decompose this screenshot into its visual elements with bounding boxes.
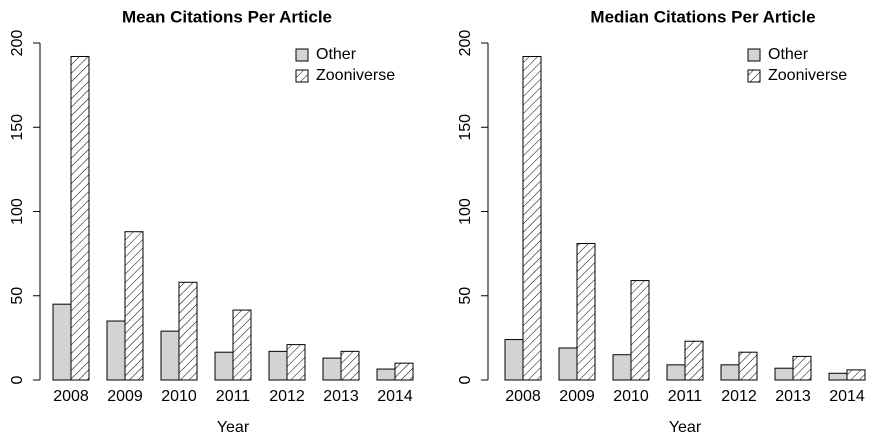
bar: [792, 355, 812, 381]
bar: [630, 280, 650, 381]
x-tick-label: 2012: [721, 388, 757, 405]
y-tick-label: 100: [9, 198, 26, 225]
legend-label: Other: [768, 46, 809, 63]
bar: [666, 364, 686, 381]
x-tick-label: 2010: [161, 388, 197, 405]
x-axis-label: Year: [217, 419, 250, 436]
bar: [558, 347, 578, 381]
bar: [178, 281, 198, 381]
bar: [322, 357, 342, 381]
legend-label: Other: [316, 46, 357, 63]
bar: [720, 364, 740, 381]
x-tick-label: 2008: [53, 388, 89, 405]
bar: [738, 351, 758, 381]
legend-label: Zooniverse: [316, 67, 395, 84]
x-tick-label: 2013: [323, 388, 359, 405]
x-tick-label: 2012: [269, 388, 305, 405]
bar: [70, 55, 90, 381]
bar: [232, 309, 252, 381]
bar: [124, 231, 144, 381]
y-tick-label: 150: [457, 114, 474, 141]
x-tick-label: 2011: [216, 388, 251, 405]
legend-swatch: [295, 48, 309, 62]
y-tick-label: 100: [457, 198, 474, 225]
x-tick-label: 2011: [668, 388, 703, 405]
y-tick-label: 200: [9, 30, 26, 57]
x-tick-label: 2014: [377, 388, 413, 405]
bar: [160, 330, 180, 381]
chart-title: Median Citations Per Article: [590, 7, 815, 26]
bar: [684, 340, 704, 381]
x-tick-label: 2014: [829, 388, 865, 405]
y-tick-label: 150: [9, 114, 26, 141]
x-axis-label: Year: [669, 419, 702, 436]
x-tick-label: 2010: [613, 388, 649, 405]
bar: [576, 243, 596, 381]
bar: [612, 354, 632, 381]
x-tick-label: 2009: [107, 388, 143, 405]
legend-label: Zooniverse: [768, 67, 847, 84]
x-tick-label: 2013: [775, 388, 811, 405]
x-tick-label: 2009: [559, 388, 595, 405]
bar: [286, 344, 306, 381]
bar: [340, 350, 360, 381]
bar: [106, 320, 126, 381]
legend-swatch: [747, 69, 761, 83]
bar: [52, 303, 72, 381]
bar: [376, 368, 396, 381]
y-tick-label: 0: [457, 375, 474, 384]
bar: [268, 350, 288, 381]
x-tick-label: 2008: [505, 388, 541, 405]
y-tick-label: 50: [9, 287, 26, 305]
y-tick-label: 200: [457, 30, 474, 57]
y-tick-label: 0: [9, 375, 26, 384]
bar: [504, 339, 524, 381]
bar: [774, 367, 794, 381]
legend-swatch: [295, 69, 309, 83]
bar: [394, 362, 414, 381]
chart: Mean Citations Per Article 0 50 100 150 200 20…: [9, 7, 414, 436]
bar: [846, 369, 866, 381]
chart-title: Mean Citations Per Article: [122, 7, 332, 26]
chart: Median Citations Per Article 0 50 100 150 200…: [457, 7, 866, 436]
y-tick-label: 50: [457, 287, 474, 305]
legend-swatch: [747, 48, 761, 62]
bar: [522, 55, 542, 381]
bar: [828, 372, 848, 381]
bar: [214, 351, 234, 381]
